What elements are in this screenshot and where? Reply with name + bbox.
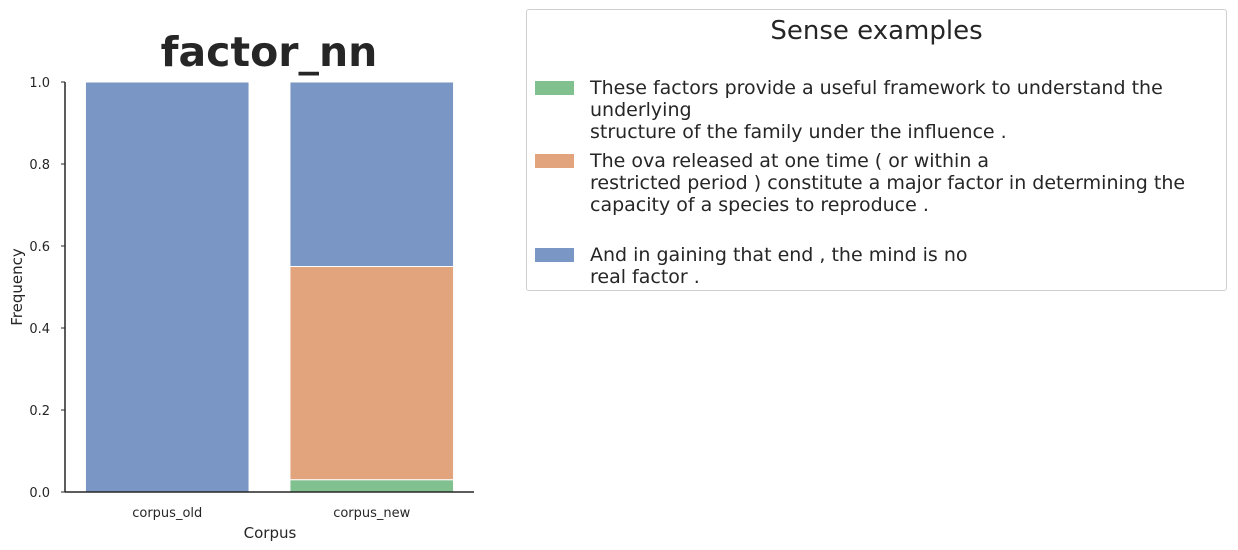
y-tick-label: 1.0 — [29, 76, 50, 91]
y-ticks-layer: 0.0 0.2 0.4 0.6 0.8 1.0 — [29, 76, 65, 501]
y-axis-label: Frequency — [8, 248, 26, 326]
bars-layer — [84, 81, 455, 493]
legend-label: The ova released at one time ( or within… — [590, 150, 1186, 216]
y-tick-label: 0.8 — [29, 158, 50, 173]
chart-title: factor_nn — [161, 28, 378, 76]
x-ticks-layer: corpus_old corpus_new — [132, 506, 410, 521]
bar-segment — [289, 81, 455, 267]
y-tick-label: 0.0 — [29, 486, 50, 501]
bar-segment — [289, 266, 455, 481]
bar-segment — [289, 479, 455, 493]
x-tick-label: corpus_old — [132, 506, 202, 521]
legend-swatch — [535, 81, 574, 95]
legend-swatch — [535, 248, 574, 262]
y-tick-label: 0.4 — [29, 322, 50, 337]
stacked-bar-chart: factor_nn 0.00.20.40.60.81.0 corpus_old c… — [8, 28, 474, 542]
y-tick-label: 0.2 — [29, 404, 50, 419]
legend-label: And in gaining that end , the mind is no… — [590, 244, 968, 288]
x-axis-label: Corpus — [244, 524, 297, 542]
legend-title: Sense examples — [770, 16, 983, 46]
legend-label: These factors provide a useful framework… — [590, 77, 1163, 143]
y-tick-label: 0.6 — [29, 240, 50, 255]
legend: Sense examples These factors provide a u… — [526, 9, 1227, 291]
bar-segment — [84, 81, 250, 493]
legend-swatch — [535, 154, 574, 168]
x-tick-label: corpus_new — [333, 506, 410, 521]
